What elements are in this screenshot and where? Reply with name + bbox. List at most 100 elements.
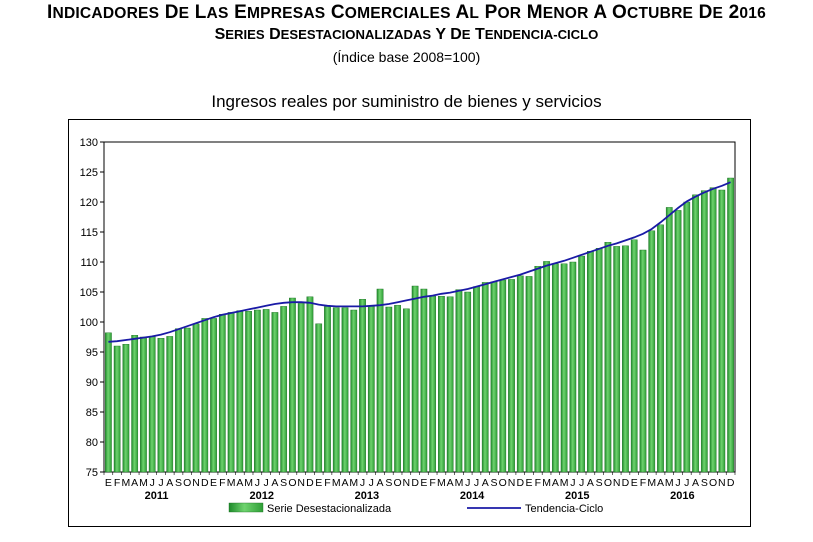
x-month-label: S	[701, 477, 708, 489]
bar	[622, 245, 629, 473]
bar	[420, 288, 428, 473]
x-month-label: O	[604, 477, 612, 489]
x-month-label: F	[219, 477, 225, 489]
report-title: INDICADORES DE LAS EMPRESAS COMERCIALES …	[0, 2, 813, 24]
bar	[201, 318, 209, 473]
legend-bar-swatch	[228, 502, 264, 513]
legend-line-label: Tendencia-Ciclo	[525, 503, 603, 515]
x-month-label: E	[526, 477, 533, 489]
x-month-label: J	[264, 477, 269, 489]
x-month-label: N	[718, 477, 726, 489]
x-month-label: J	[579, 477, 584, 489]
bar	[227, 312, 235, 473]
x-month-label: O	[394, 477, 402, 489]
bar	[402, 308, 410, 473]
x-month-label: A	[657, 477, 664, 489]
title-word: A	[593, 2, 607, 23]
bar	[543, 261, 550, 473]
bar	[105, 332, 112, 473]
x-year-label: 2012	[250, 490, 274, 502]
bar	[245, 310, 252, 473]
title-word: AL	[455, 2, 480, 23]
title-word: DESESTACIONALIZADAS	[269, 26, 432, 43]
x-year-label: 2011	[145, 490, 169, 502]
bar	[140, 336, 147, 473]
bar	[262, 309, 270, 473]
x-month-label: D	[306, 477, 314, 489]
bar	[148, 336, 156, 473]
x-month-label: F	[640, 477, 646, 489]
y-tick-label: 105	[80, 287, 98, 299]
chart-title: Ingresos reales por suministro de bienes…	[211, 92, 602, 111]
title-word: DE	[450, 26, 471, 43]
x-month-label: A	[552, 477, 559, 489]
plot-area	[103, 141, 736, 473]
x-month-label: A	[236, 477, 243, 489]
y-tick-label: 85	[86, 407, 98, 419]
bar	[587, 250, 594, 473]
x-month-label: D	[727, 477, 735, 489]
bar	[271, 312, 279, 473]
bar	[429, 295, 437, 473]
x-month-label: D	[516, 477, 524, 489]
bar	[560, 263, 568, 473]
bar	[122, 343, 130, 473]
title-word: DE	[164, 2, 190, 23]
bar	[481, 282, 489, 473]
bar	[525, 276, 533, 473]
bar	[192, 323, 200, 473]
x-month-label: S	[490, 477, 497, 489]
x-month-label: F	[535, 477, 541, 489]
x-month-label: A	[692, 477, 699, 489]
bar	[446, 296, 454, 473]
bar	[569, 261, 577, 473]
bar	[727, 177, 734, 473]
title-word: EMPRESAS	[234, 2, 326, 23]
x-month-label: O	[183, 477, 191, 489]
bar	[367, 305, 375, 473]
title-word: POR	[484, 2, 522, 23]
bar	[657, 224, 664, 473]
y-tick-label: 115	[80, 227, 98, 239]
x-month-label: J	[255, 477, 260, 489]
bar	[674, 210, 682, 473]
x-month-label: D	[201, 477, 209, 489]
x-month-label: J	[369, 477, 374, 489]
bar	[508, 279, 515, 473]
title-word: TENDENCIA-CICLO	[474, 26, 599, 43]
x-month-label: N	[613, 477, 621, 489]
bar	[315, 323, 323, 473]
bar	[639, 249, 647, 473]
y-tick-label: 80	[86, 437, 98, 449]
y-tick-label: 75	[86, 467, 98, 479]
bar	[385, 306, 393, 473]
bar	[280, 306, 288, 473]
bar	[218, 313, 226, 473]
bar	[630, 239, 638, 473]
bar	[648, 230, 656, 473]
bar	[411, 285, 419, 473]
x-month-label: E	[105, 477, 112, 489]
x-month-label: A	[271, 477, 278, 489]
bar	[490, 281, 498, 473]
bar	[236, 310, 244, 473]
title-word: INDICADORES	[47, 2, 160, 23]
x-month-label: M	[349, 477, 358, 489]
x-month-label: M	[139, 477, 148, 489]
bar	[359, 298, 366, 473]
x-month-label: M	[244, 477, 253, 489]
bar	[551, 263, 559, 473]
x-month-label: N	[297, 477, 305, 489]
x-year-label: 2013	[355, 490, 379, 502]
bar	[683, 201, 691, 473]
bar	[166, 336, 174, 473]
bar	[210, 318, 217, 473]
x-year-label: 2016	[670, 490, 694, 502]
bar	[718, 189, 726, 473]
x-month-label: M	[455, 477, 464, 489]
x-month-label: M	[227, 477, 236, 489]
y-tick-label: 130	[80, 137, 98, 149]
bar	[692, 194, 699, 473]
title-word: MENOR	[526, 2, 589, 23]
